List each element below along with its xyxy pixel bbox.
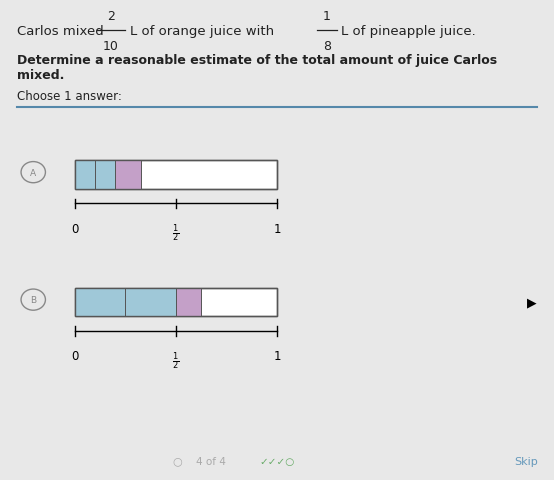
Bar <box>75 288 125 317</box>
Bar <box>176 288 201 317</box>
Bar <box>75 161 95 190</box>
Bar <box>75 288 277 317</box>
Text: ▶: ▶ <box>527 296 537 309</box>
Text: L of pineapple juice.: L of pineapple juice. <box>341 24 475 38</box>
Text: L of orange juice with: L of orange juice with <box>130 24 274 38</box>
Bar <box>75 161 277 190</box>
Text: Skip: Skip <box>515 456 538 466</box>
Text: 4 of 4: 4 of 4 <box>196 456 225 466</box>
Bar <box>125 288 176 317</box>
Text: Determine a reasonable estimate of the total amount of juice Carlos: Determine a reasonable estimate of the t… <box>17 53 497 67</box>
Text: 1: 1 <box>273 349 281 362</box>
Text: 1: 1 <box>323 10 331 24</box>
Text: A: A <box>30 168 37 177</box>
Text: ○: ○ <box>172 456 182 466</box>
Text: B: B <box>30 296 37 304</box>
Text: 8: 8 <box>323 40 331 53</box>
Text: Carlos mixed: Carlos mixed <box>17 24 104 38</box>
Text: 0: 0 <box>71 349 79 362</box>
Text: $\frac{1}{2}$: $\frac{1}{2}$ <box>172 222 179 244</box>
Text: 2: 2 <box>107 10 115 24</box>
Text: 1: 1 <box>273 222 281 235</box>
Text: 10: 10 <box>103 40 119 53</box>
Text: $\frac{1}{2}$: $\frac{1}{2}$ <box>172 349 179 371</box>
Bar <box>75 161 277 190</box>
Bar <box>75 288 277 317</box>
Text: Choose 1 answer:: Choose 1 answer: <box>17 89 121 103</box>
Bar <box>115 161 141 190</box>
Text: mixed.: mixed. <box>17 69 64 82</box>
Bar <box>95 161 115 190</box>
Text: ✓✓✓○: ✓✓✓○ <box>259 456 295 466</box>
Text: 0: 0 <box>71 222 79 235</box>
